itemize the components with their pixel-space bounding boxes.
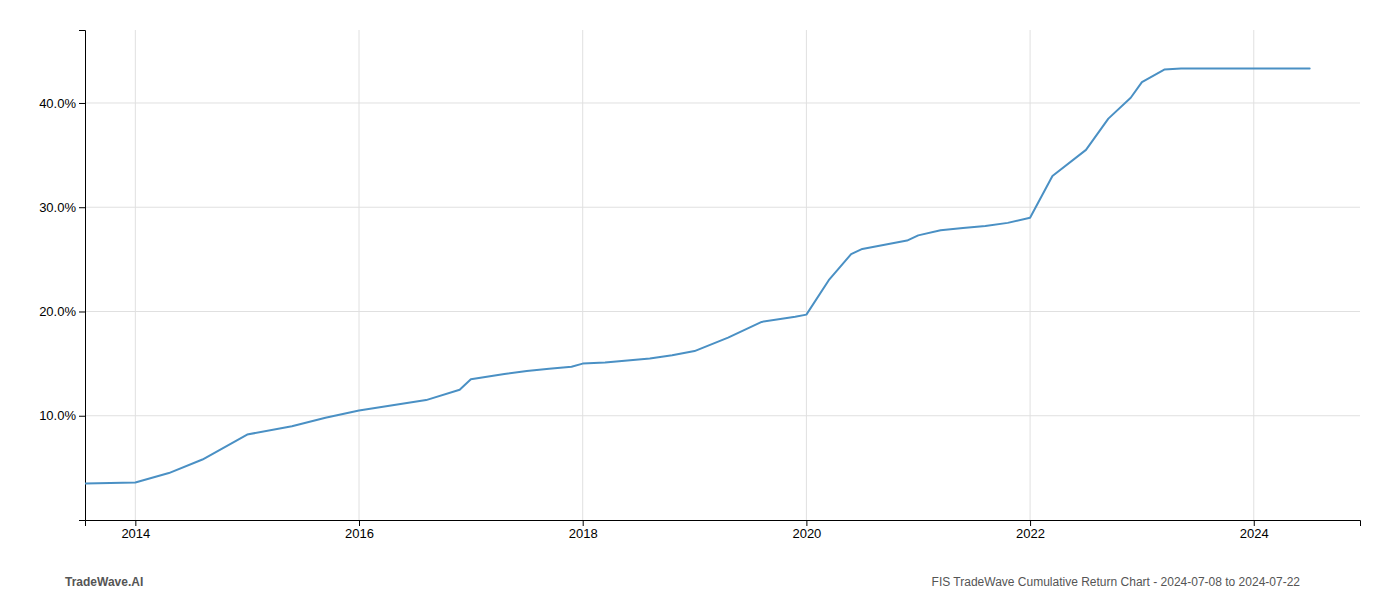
tick-mark	[1254, 520, 1255, 526]
plot-area	[85, 69, 1310, 484]
tick-label: 20.0%	[39, 304, 76, 319]
tick-mark	[806, 520, 807, 526]
tick: 30.0%	[39, 200, 85, 215]
grid-line-x	[806, 30, 807, 520]
tick-mark	[1030, 520, 1031, 526]
footer-text: FIS TradeWave Cumulative Return Chart - …	[932, 575, 1301, 589]
tick-mark	[79, 103, 85, 104]
grid-line-x	[135, 30, 136, 520]
tick-label: 2018	[569, 526, 598, 541]
tick: 2014	[121, 520, 150, 541]
tick-label: 40.0%	[39, 96, 76, 111]
footer-text: TradeWave.AI	[65, 575, 143, 589]
tick-label: 2020	[792, 526, 821, 541]
x-axis-line	[86, 521, 1361, 527]
tick-label: 2014	[121, 526, 150, 541]
tick-label: 2024	[1240, 526, 1269, 541]
tick: 2016	[345, 520, 374, 541]
line	[85, 69, 1310, 484]
tick-label: 10.0%	[39, 408, 76, 423]
y-axis-line	[79, 31, 86, 521]
annotations: TradeWave.AI FIS TradeWave Cumulative Ret…	[65, 575, 1300, 589]
chart: 2014 2016 2018 2020 2022 2024 10.0% 20.0% 30.0% 4…	[0, 0, 1400, 600]
tick-label: 2022	[1016, 526, 1045, 541]
tick: 2018	[569, 520, 598, 541]
tick: 2022	[1016, 520, 1045, 541]
grid-line-y	[85, 415, 1360, 416]
tick-mark	[359, 520, 360, 526]
grid-line-x	[1030, 30, 1031, 520]
tick-label: 2016	[345, 526, 374, 541]
grid-line-x	[359, 30, 360, 520]
tick: 2024	[1240, 520, 1269, 541]
tick: 20.0%	[39, 304, 85, 319]
grid-line-x	[1253, 30, 1254, 520]
tick-mark	[79, 416, 85, 417]
tick: 2020	[792, 520, 821, 541]
tick-mark	[583, 520, 584, 526]
tick-mark	[79, 311, 85, 312]
grid-line-y	[85, 311, 1360, 312]
tick: 10.0%	[39, 408, 85, 423]
grid	[85, 30, 1360, 520]
grid-line-y	[85, 207, 1360, 208]
tick-label: 30.0%	[39, 200, 76, 215]
tick-mark	[79, 207, 85, 208]
grid-line-x	[582, 30, 583, 520]
y-axis: 10.0% 20.0% 30.0% 40.0%	[39, 31, 85, 521]
x-axis: 2014 2016 2018 2020 2022 2024	[86, 520, 1361, 541]
grid-line-y	[85, 102, 1360, 103]
tick-mark	[135, 520, 136, 526]
tick: 40.0%	[39, 96, 85, 111]
